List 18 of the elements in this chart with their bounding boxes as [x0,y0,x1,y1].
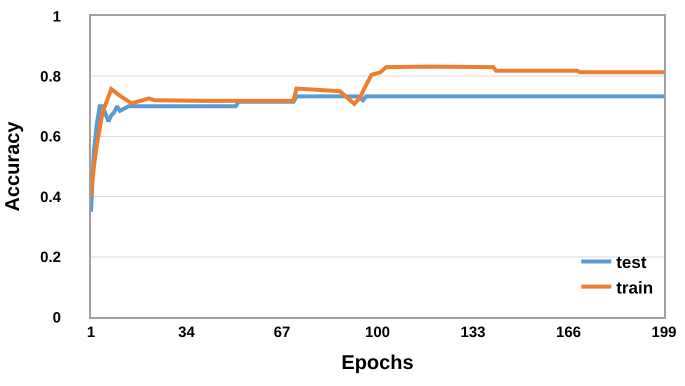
x-tick-label: 100 [364,324,390,341]
x-tick-label: 1 [86,324,96,341]
y-tick-label: 0.6 [40,128,61,146]
x-tick-label: 67 [274,324,290,341]
legend-label: train [616,278,654,298]
y-tick-label: 1 [52,8,61,26]
y-tick-label: 0.8 [40,68,61,86]
y-tick-label: 0.4 [40,188,62,206]
line-series [91,64,664,199]
x-tick-label: 133 [460,324,486,341]
y-tick-label: 0.2 [40,249,61,266]
y-tick-label: 0 [52,309,61,326]
x-axis-title: Epochs [341,352,414,374]
x-tick-label: 166 [556,324,582,341]
x-tick-label: 199 [651,324,677,341]
y-axis-title: Accuracy [2,120,24,212]
legend-label: test [616,253,647,272]
x-tick-label: 34 [178,324,196,341]
